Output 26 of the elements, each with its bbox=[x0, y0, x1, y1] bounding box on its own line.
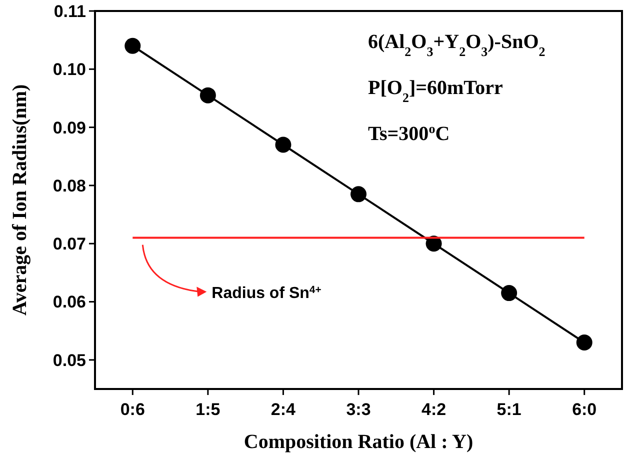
annotation: P[O$_{2}$]=60mTorr bbox=[368, 77, 504, 104]
x-tick-label: 1:5 bbox=[196, 400, 220, 419]
x-tick-label: 2:4 bbox=[270, 400, 296, 419]
point bbox=[576, 334, 592, 350]
x-tick-label: 4:2 bbox=[421, 400, 446, 419]
y-tick-label: 0.10 bbox=[52, 60, 86, 80]
x-tick-label: 6:0 bbox=[572, 400, 597, 419]
y-tick-label: 0.09 bbox=[52, 118, 86, 138]
x-tick-label: 0:6 bbox=[120, 400, 145, 419]
text: 6(Al$_{2}$O$_{3}$+Y$_{2}$O$_{3}$)-SnO$_{2}$ bbox=[368, 31, 546, 58]
point bbox=[501, 285, 518, 302]
y-tick-label: 0.06 bbox=[52, 292, 86, 312]
annotation: Ts=300$^{o}$C bbox=[368, 120, 450, 145]
point bbox=[124, 38, 141, 54]
y-tick-label: 0.05 bbox=[52, 350, 86, 370]
x-tick-label: 5:1 bbox=[496, 400, 522, 419]
y-axis-title: Average of Ion Radius(nm) bbox=[9, 84, 31, 316]
x-tick-label: 3:3 bbox=[346, 400, 371, 419]
y-tick-label: 0.07 bbox=[52, 234, 86, 254]
legend-label: Radius of Sn$^{4+}$ bbox=[212, 284, 322, 302]
y-tick-label: 0.08 bbox=[52, 176, 86, 196]
x-axis-title: Composition Ratio (Al : Y) bbox=[244, 431, 474, 453]
point bbox=[275, 136, 292, 153]
point bbox=[200, 87, 216, 104]
point bbox=[350, 186, 366, 202]
y-tick-label: 0.11 bbox=[54, 2, 86, 21]
